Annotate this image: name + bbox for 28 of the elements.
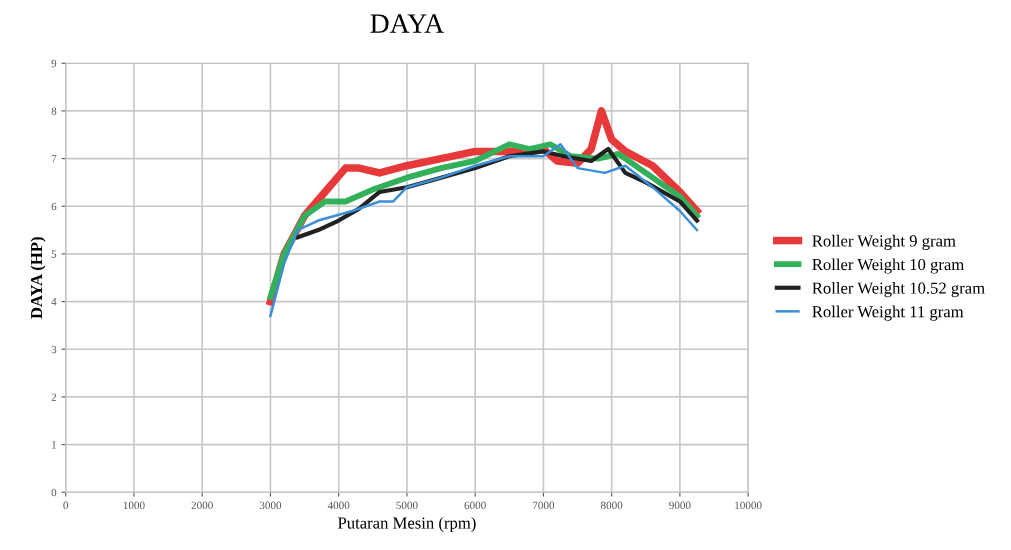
x-axis-title: Putaran Mesin (rpm) [337,516,476,533]
legend-label: Roller Weight 9 gram [812,234,956,250]
x-tick-label: 2000 [191,501,213,510]
y-tick-label: 3 [51,345,57,354]
y-tick-label: 4 [51,298,57,306]
chart-title: DAYA [370,14,445,33]
x-tick-label: 9000 [669,501,691,510]
x-tick-label: 4000 [327,501,350,510]
y-tick-label: 7 [51,155,57,163]
y-tick-label: 1 [52,441,57,449]
y-axis-title: DAYA (HP) [30,237,46,319]
x-tick-label: 7000 [533,501,555,510]
y-tick-label: 0 [51,488,57,497]
x-tick-label: 5000 [396,501,418,510]
x-tick-label: 3000 [259,501,282,510]
x-tick-label: 6000 [464,501,486,510]
x-tick-label: 8000 [600,501,623,510]
y-tick-label: 5 [51,250,57,258]
x-tick-label: 10000 [735,501,762,510]
legend-label: Roller Weight 11 gram [812,305,964,321]
legend-label: Roller Weight 10.52 gram [812,282,985,298]
x-tick-label: 1000 [123,501,145,510]
y-tick-label: 6 [51,202,57,211]
legend-label: Roller Weight 10 gram [812,258,965,274]
x-tick-label: 0 [63,501,69,510]
y-tick-label: 8 [51,107,57,115]
y-tick-label: 9 [51,59,57,68]
y-tick-label: 2 [51,393,57,401]
